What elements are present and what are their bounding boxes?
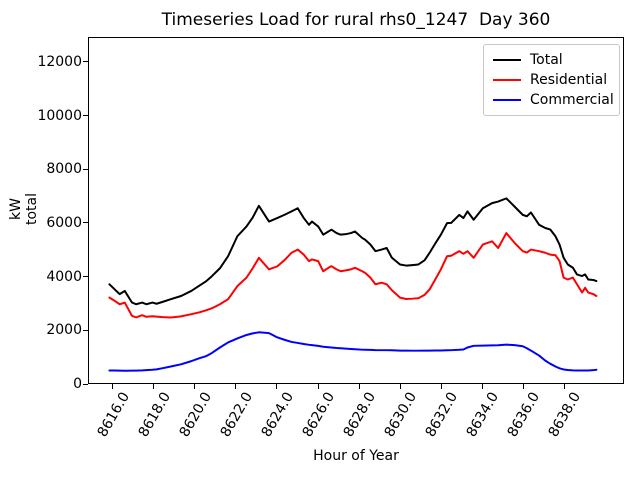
x-tick-label: 8616.0 [94,389,133,440]
x-tick-mark [112,384,114,389]
x-tick-mark [194,384,196,389]
x-tick-mark [358,384,360,389]
series-line-residential [108,232,598,319]
legend-item-residential: Residential [484,70,619,90]
y-tick-mark [83,222,88,224]
legend-label-commercial: Commercial [530,92,614,108]
y-tick-label: 6000 [46,214,82,231]
legend-item-commercial: Commercial [484,90,619,110]
series-line-commercial [108,331,598,372]
y-tick-label: 10000 [37,107,82,124]
y-tick-mark [83,168,88,170]
series-line-total [108,197,598,306]
y-tick-mark [83,276,88,278]
y-tick-label: 2000 [46,322,82,339]
x-tick-mark [276,384,278,389]
y-tick-label: 0 [73,376,82,392]
y-tick-label: 4000 [46,268,82,285]
x-axis-label: Hour of Year [313,448,399,464]
y-tick-label: 8000 [46,161,82,178]
y-tick-mark [83,383,88,385]
line-plot [108,197,598,372]
x-tick-mark [522,384,524,389]
plot-area: Total Residential Commercial [88,37,624,384]
x-tick-mark [317,384,319,389]
x-tick-mark [481,384,483,389]
y-tick-label: 12000 [37,53,82,70]
legend-line-residential-swatch [493,79,521,81]
legend-label-total: Total [530,52,563,68]
x-tick-mark [563,384,565,389]
legend-item-total: Total [484,50,619,70]
legend: Total Residential Commercial [483,44,620,116]
legend-label-residential: Residential [530,72,608,88]
x-tick-mark [440,384,442,389]
x-tick-mark [235,384,237,389]
y-tick-mark [83,329,88,331]
y-tick-mark [83,61,88,63]
x-tick-mark [153,384,155,389]
chart-title: Timeseries Load for rural rhs0_1247 Day … [161,10,551,30]
y-tick-mark [83,115,88,117]
legend-line-commercial-swatch [493,99,521,101]
x-tick-mark [399,384,401,389]
legend-line-total-swatch [493,59,521,61]
